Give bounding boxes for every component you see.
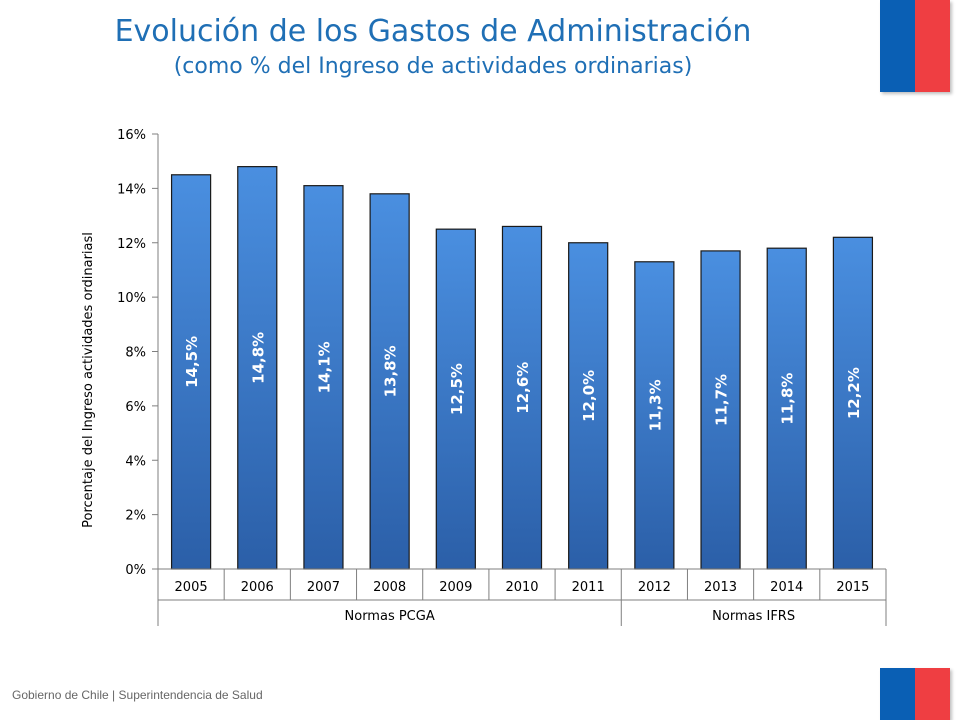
bar-data-label: 11,8% <box>779 373 797 425</box>
bar-data-label: 14,5% <box>183 336 201 388</box>
x-tick-label: 2008 <box>373 580 406 595</box>
y-tick-label: 4% <box>125 454 146 469</box>
bar-data-label: 14,1% <box>315 341 333 393</box>
bar <box>568 242 609 570</box>
x-tick-label: 2012 <box>638 580 671 595</box>
y-tick-label: 8% <box>125 346 146 361</box>
bar-data-label: 11,7% <box>713 374 731 426</box>
x-group-label: Normas IFRS <box>712 609 795 624</box>
y-axis-label: Porcentaje del Ingreso actividades ordin… <box>81 232 96 528</box>
chart-subtitle: (como % del Ingreso de actividades ordin… <box>173 54 693 79</box>
bar-data-label: 12,6% <box>514 362 532 414</box>
chart-title: Evolución de los Gastos de Administració… <box>114 14 752 49</box>
bar <box>501 225 543 570</box>
footer-text: Gobierno de Chile | Superintendencia de … <box>12 688 263 702</box>
x-group-label: Normas PCGA <box>345 609 435 624</box>
y-tick-label: 16% <box>117 128 146 143</box>
bar <box>435 228 476 570</box>
y-tick-label: 12% <box>117 237 146 252</box>
bar-data-label: 11,3% <box>646 379 664 431</box>
x-tick-label: 2006 <box>241 580 274 595</box>
bar-data-label: 12,0% <box>580 370 598 422</box>
bar <box>700 250 741 570</box>
y-tick-label: 10% <box>117 291 146 306</box>
flag-red-stripe <box>915 668 950 720</box>
x-tick-label: 2010 <box>505 580 538 595</box>
x-tick-label: 2005 <box>175 580 208 595</box>
chile-flag-icon-bottom <box>880 668 950 720</box>
bar <box>634 261 675 570</box>
chile-flag-icon <box>880 0 950 92</box>
y-tick-label: 6% <box>125 400 146 415</box>
bar <box>766 247 807 570</box>
bar <box>832 236 874 570</box>
bar-data-label: 12,2% <box>845 367 863 419</box>
y-tick-label: 2% <box>125 509 146 524</box>
flag-blue-stripe <box>880 0 915 92</box>
flag-red-stripe <box>915 0 950 92</box>
x-tick-label: 2007 <box>307 580 340 595</box>
bar-data-label: 14,8% <box>249 332 267 384</box>
flag-blue-stripe <box>880 668 915 720</box>
bar-data-label: 13,8% <box>382 345 400 397</box>
bar-data-label: 12,5% <box>448 363 466 415</box>
bar <box>170 174 212 570</box>
x-tick-label: 2015 <box>836 580 869 595</box>
x-tick-label: 2009 <box>439 580 472 595</box>
y-tick-label: 14% <box>117 182 146 197</box>
x-tick-label: 2013 <box>704 580 737 595</box>
x-tick-label: 2014 <box>770 580 803 595</box>
x-tick-label: 2011 <box>572 580 605 595</box>
y-tick-label: 0% <box>125 563 146 578</box>
